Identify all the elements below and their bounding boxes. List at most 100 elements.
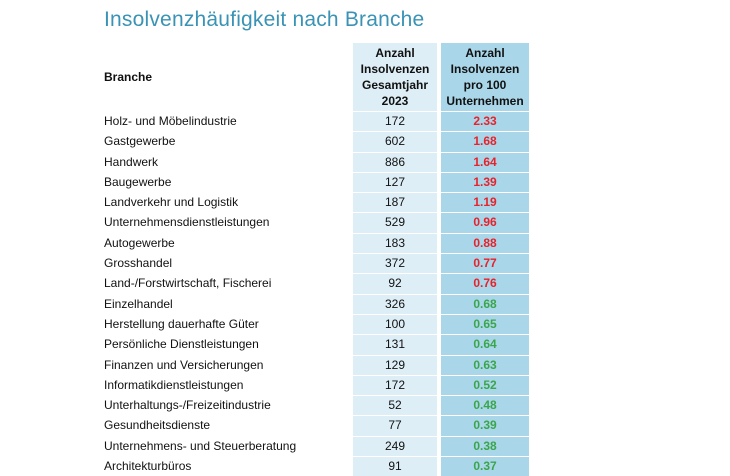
insolvency-table: Branche Anzahl Insolvenzen Gesamtjahr 20… — [100, 43, 529, 476]
header-rate: Anzahl Insolvenzen pro 100 Unternehmen — [439, 43, 529, 112]
cell-count: 91 — [351, 457, 439, 476]
cell-count: 127 — [351, 172, 439, 192]
cell-branche: Persönliche Dienstleistungen — [100, 335, 351, 355]
rate-value: 1.19 — [473, 195, 496, 209]
header-rate-line: Insolvenzen — [441, 61, 529, 77]
header-rate-line: Unternehmen — [441, 93, 529, 109]
cell-branche: Herstellung dauerhafte Güter — [100, 314, 351, 334]
rate-value: 0.65 — [473, 317, 496, 331]
cell-rate: 0.76 — [439, 274, 529, 294]
cell-branche: Unternehmens- und Steuerberatung — [100, 436, 351, 456]
rate-value: 2.33 — [473, 114, 496, 128]
cell-branche: Finanzen und Versicherungen — [100, 355, 351, 375]
rate-value: 0.77 — [473, 256, 496, 270]
rate-value: 0.37 — [473, 459, 496, 473]
header-rate-line: pro 100 — [441, 77, 529, 93]
header-count-line: 2023 — [353, 93, 437, 109]
header-rate-line: Anzahl — [441, 45, 529, 61]
cell-branche: Handwerk — [100, 152, 351, 172]
cell-rate: 1.39 — [439, 172, 529, 192]
cell-rate: 0.88 — [439, 233, 529, 253]
cell-count: 529 — [351, 213, 439, 233]
cell-branche: Gesundheitsdienste — [100, 416, 351, 436]
cell-branche: Baugewerbe — [100, 172, 351, 192]
rate-value: 0.39 — [473, 418, 496, 432]
cell-rate: 0.63 — [439, 355, 529, 375]
cell-rate: 0.48 — [439, 396, 529, 416]
cell-branche: Holz- und Möbelindustrie — [100, 112, 351, 132]
rate-value: 0.38 — [473, 439, 496, 453]
header-count-line: Gesamtjahr — [353, 77, 437, 93]
rate-value: 1.68 — [473, 134, 496, 148]
header-branche: Branche — [100, 43, 351, 112]
cell-rate: 0.68 — [439, 294, 529, 314]
rate-value: 0.96 — [473, 215, 496, 229]
cell-count: 326 — [351, 294, 439, 314]
cell-branche: Autogewerbe — [100, 233, 351, 253]
cell-count: 131 — [351, 335, 439, 355]
cell-count: 92 — [351, 274, 439, 294]
cell-branche: Gastgewerbe — [100, 132, 351, 152]
cell-count: 372 — [351, 254, 439, 274]
cell-rate: 0.39 — [439, 416, 529, 436]
cell-count: 249 — [351, 436, 439, 456]
cell-rate: 2.33 — [439, 112, 529, 132]
rate-value: 0.48 — [473, 398, 496, 412]
page-title: Insolvenzhäufigkeit nach Branche — [104, 8, 424, 32]
rate-value: 1.39 — [473, 175, 496, 189]
rate-value: 0.52 — [473, 378, 496, 392]
cell-count: 172 — [351, 375, 439, 395]
cell-count: 886 — [351, 152, 439, 172]
cell-branche: Einzelhandel — [100, 294, 351, 314]
cell-count: 77 — [351, 416, 439, 436]
cell-rate: 0.38 — [439, 436, 529, 456]
rate-value: 0.68 — [473, 297, 496, 311]
cell-branche: Unterhaltungs-/Freizeitindustrie — [100, 396, 351, 416]
cell-branche: Informatikdienstleistungen — [100, 375, 351, 395]
cell-rate: 1.19 — [439, 193, 529, 213]
header-count: Anzahl Insolvenzen Gesamtjahr 2023 — [351, 43, 439, 112]
cell-rate: 0.77 — [439, 254, 529, 274]
cell-rate: 1.64 — [439, 152, 529, 172]
rate-value: 1.64 — [473, 155, 496, 169]
cell-count: 183 — [351, 233, 439, 253]
rate-value: 0.76 — [473, 276, 496, 290]
cell-count: 100 — [351, 314, 439, 334]
cell-count: 602 — [351, 132, 439, 152]
rate-value: 0.88 — [473, 236, 496, 250]
header-count-line: Insolvenzen — [353, 61, 437, 77]
cell-rate: 0.52 — [439, 375, 529, 395]
cell-count: 129 — [351, 355, 439, 375]
rate-value: 0.63 — [473, 358, 496, 372]
cell-branche: Land-/Forstwirtschaft, Fischerei — [100, 274, 351, 294]
cell-rate: 0.65 — [439, 314, 529, 334]
rate-value: 0.64 — [473, 337, 496, 351]
cell-rate: 1.68 — [439, 132, 529, 152]
cell-rate: 0.37 — [439, 457, 529, 476]
cell-branche: Unternehmensdienstleistungen — [100, 213, 351, 233]
cell-count: 187 — [351, 193, 439, 213]
cell-rate: 0.64 — [439, 335, 529, 355]
cell-count: 52 — [351, 396, 439, 416]
header-count-line: Anzahl — [353, 45, 437, 61]
cell-branche: Architekturbüros — [100, 457, 351, 476]
